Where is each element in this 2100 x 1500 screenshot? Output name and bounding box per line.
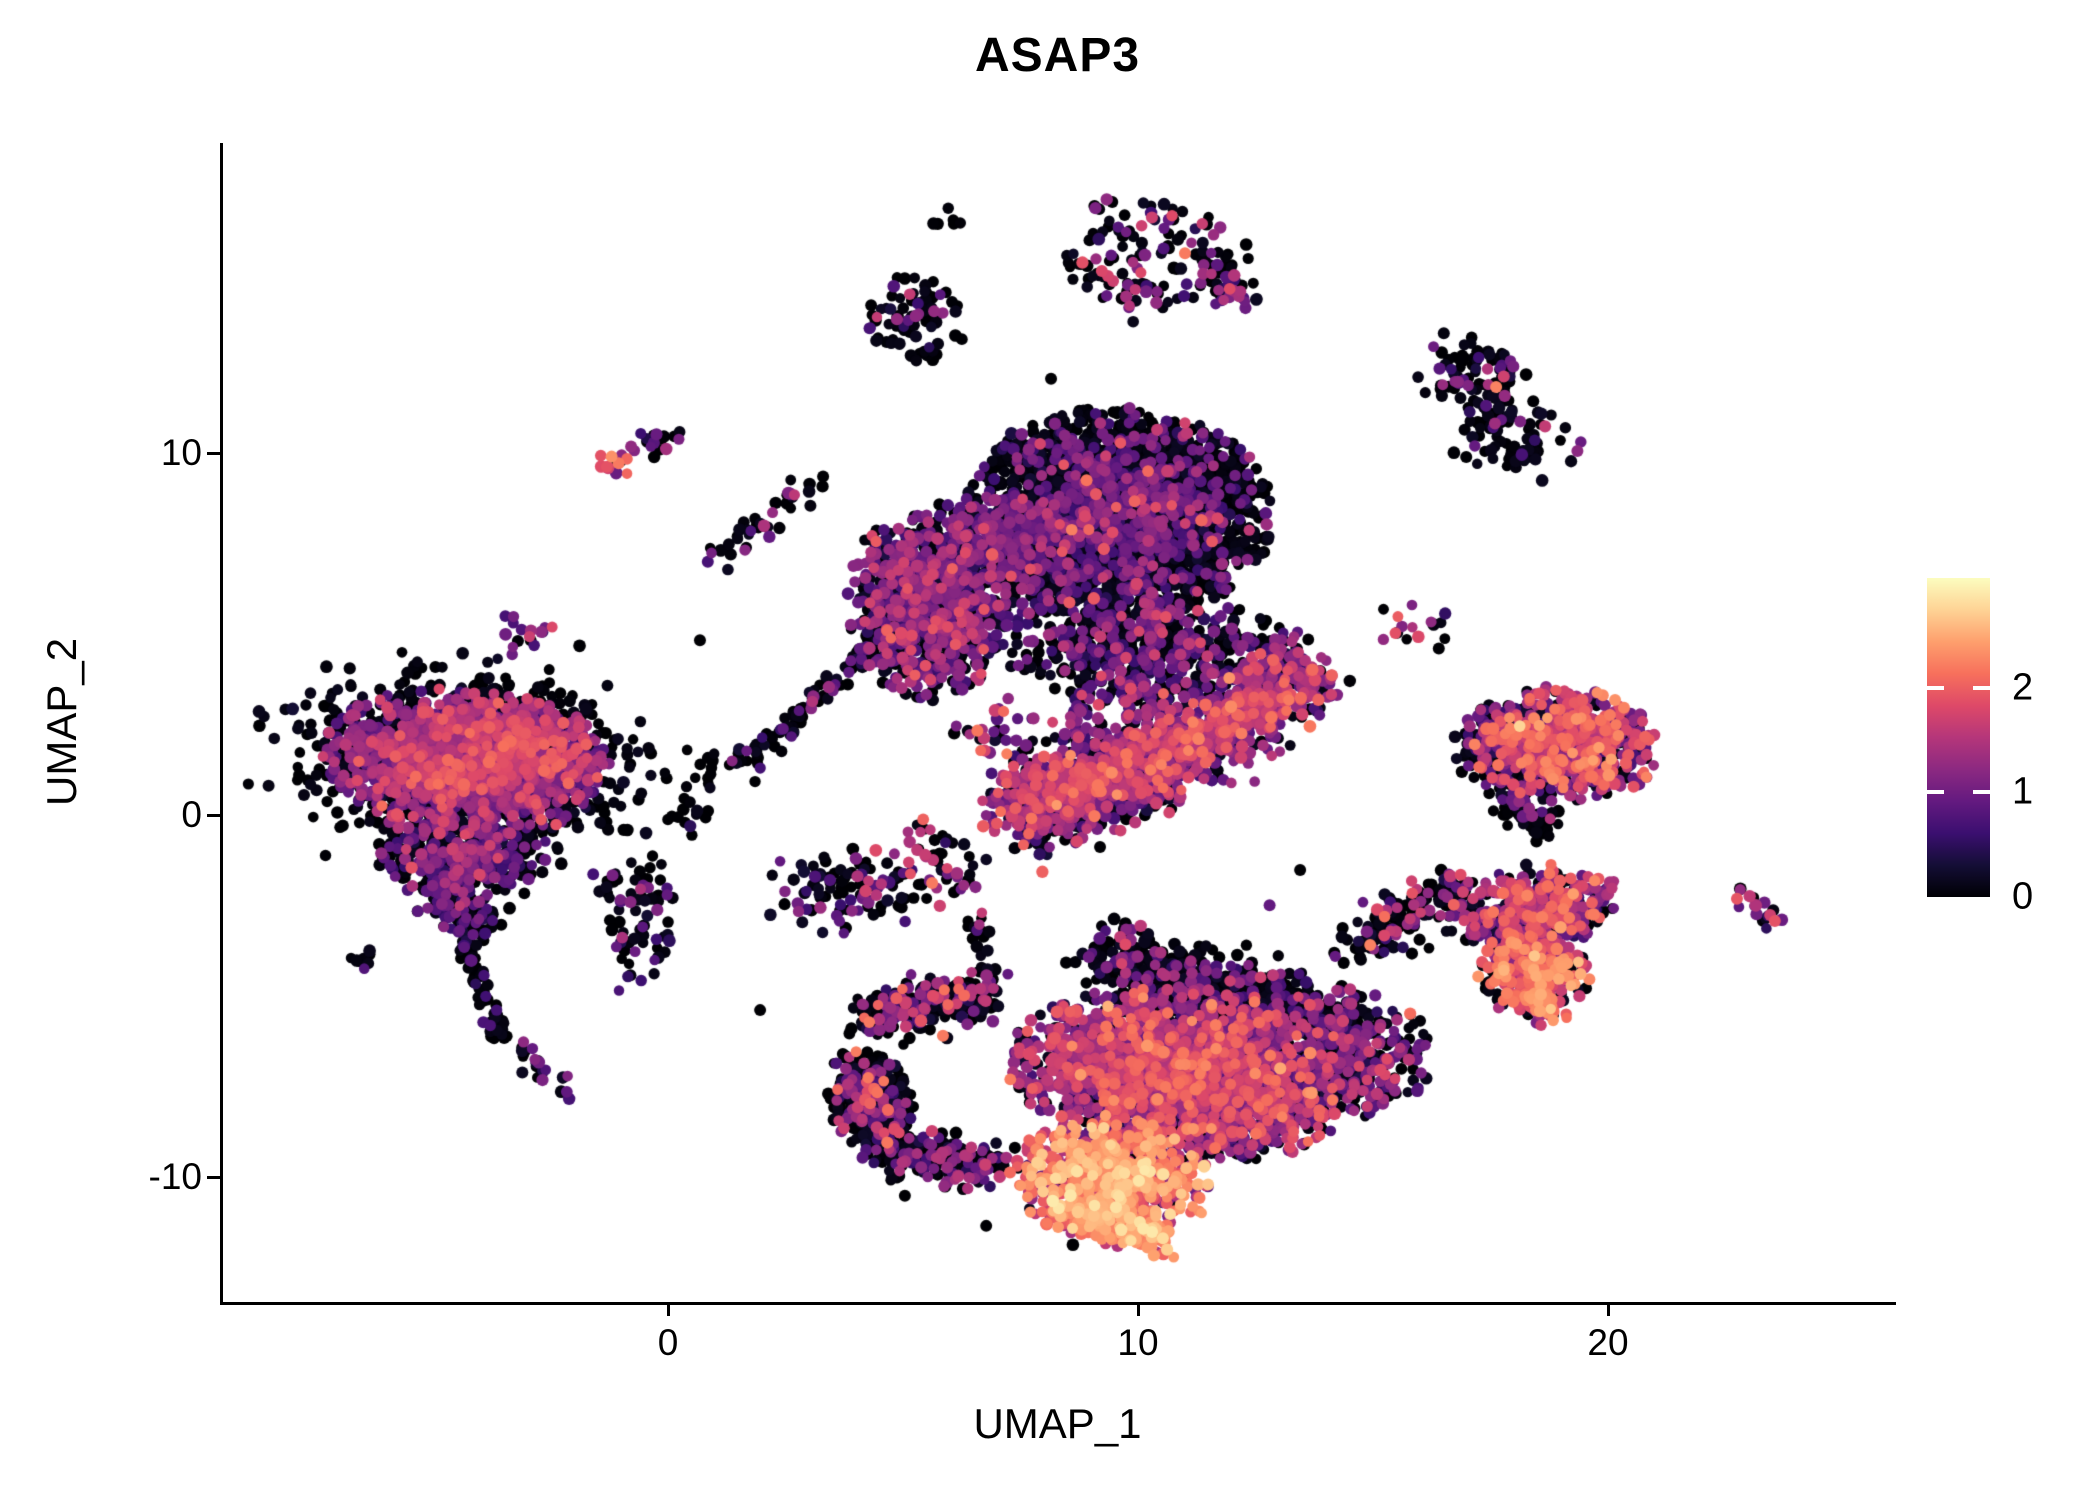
y-tick-mark	[207, 813, 220, 817]
x-tick-mark	[666, 1303, 670, 1316]
x-tick-label-0: 0	[657, 1322, 679, 1363]
colorbar-tick-label-1: 1	[2012, 770, 2034, 813]
colorbar-tick-mark	[1973, 685, 1990, 690]
x-axis-title: UMAP_1	[973, 1400, 1142, 1447]
y-tick-mark	[207, 451, 220, 455]
colorbar-tick-mark	[1927, 790, 1944, 794]
plot-title: ASAP3	[974, 29, 1141, 82]
y-tick-label-neg10: -10	[148, 1156, 202, 1197]
expression-colorbar	[1927, 578, 1990, 897]
y-axis-title: UMAP_2	[38, 637, 85, 807]
colorbar-tick-label-2: 2	[2012, 666, 2034, 708]
y-tick-mark	[207, 1175, 220, 1179]
colorbar-tick-mark	[1927, 685, 1944, 690]
x-tick-mark	[1136, 1303, 1140, 1316]
colorbar-tick-label-0: 0	[2012, 875, 2034, 917]
colorbar-tick-mark	[1973, 790, 1990, 794]
x-axis-line	[220, 1302, 1896, 1305]
x-tick-label-20: 20	[1587, 1322, 1629, 1363]
y-axis-line	[220, 143, 223, 1305]
x-tick-mark	[1606, 1303, 1610, 1316]
y-tick-label-0: 0	[181, 794, 202, 835]
x-tick-label-10: 10	[1117, 1322, 1159, 1363]
y-tick-label-10: 10	[160, 432, 202, 473]
